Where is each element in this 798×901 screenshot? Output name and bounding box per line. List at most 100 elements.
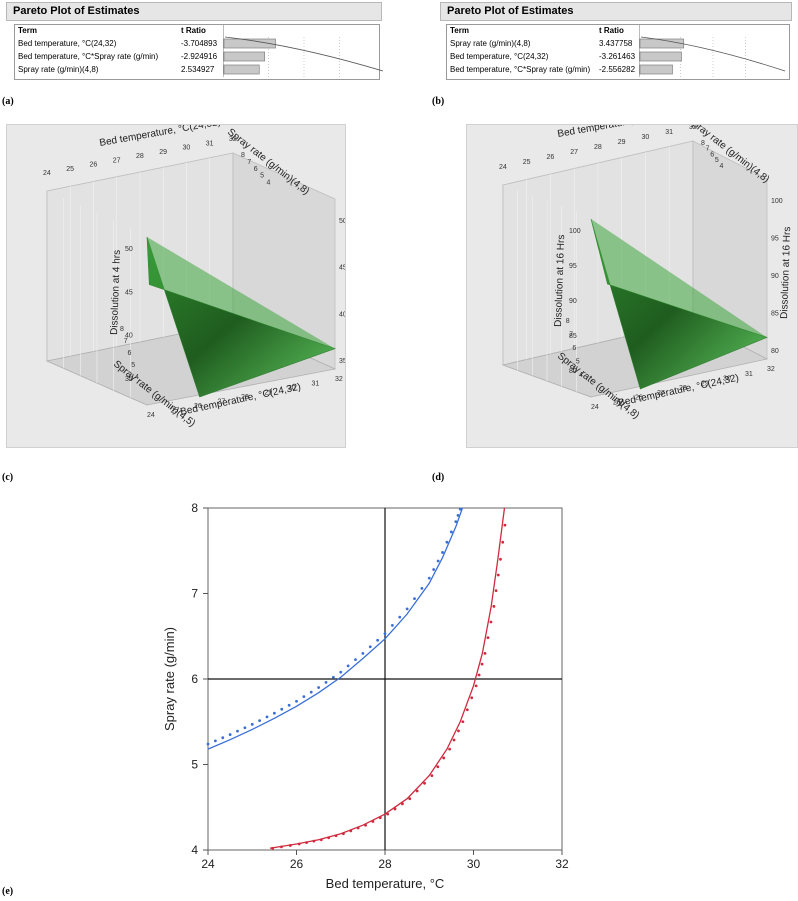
contour-point	[430, 774, 434, 778]
contour-point	[364, 823, 367, 827]
bottom-spray-tick-label: 5	[576, 359, 580, 366]
bottom-spray-tick-label: 8	[566, 318, 570, 325]
pareto-bars-b	[639, 25, 786, 77]
term-column-header: Term	[18, 26, 37, 35]
contour-point	[383, 632, 387, 636]
term-label: Bed temperature, °C(24,32)	[450, 52, 549, 61]
pareto-row-b-2: Bed temperature, °C*Spray rate (g/min) -…	[447, 64, 789, 76]
response-surface-highlight	[591, 219, 767, 338]
surface-plot-d-svg: 2425262728293031322425262728293031324567…	[499, 108, 793, 422]
right-z-tick-label: 40	[339, 311, 345, 318]
contour-point	[489, 620, 493, 624]
contour-point	[271, 846, 275, 850]
contour-point	[295, 699, 298, 703]
top-temp-axis-title: Bed temperature, °C(24,32)	[99, 125, 222, 149]
pareto-row-a-1: Bed temperature, °C*Spray rate (g/min) -…	[15, 51, 379, 63]
contour-point	[420, 586, 424, 590]
t-ratio-value: 3.437758	[599, 39, 633, 48]
right-z-tick-label: 45	[339, 265, 345, 272]
t-ratio-value: 2.534927	[181, 65, 215, 74]
contour-point	[368, 645, 372, 649]
contour-point	[461, 720, 465, 724]
contour-point	[346, 664, 350, 668]
y-axis-title: Spray rate (g/min)	[162, 627, 177, 731]
bottom-spray-tick-label: 4	[135, 374, 139, 381]
top-temp-tick-label: 28	[136, 153, 144, 160]
pareto-bar	[223, 64, 260, 75]
bottom-temp-tick-label: 32	[767, 366, 775, 373]
term-label: Bed temperature, °C*Spray rate (g/min)	[18, 52, 159, 61]
pareto-header-row-a: Term t Ratio	[15, 25, 379, 37]
top-spray-tick-label: 7	[247, 159, 251, 166]
right-z-tick-label: 90	[771, 273, 779, 280]
contour-point	[354, 658, 357, 662]
contour-point	[393, 807, 397, 811]
contour-point	[408, 797, 412, 801]
contour-point	[401, 802, 404, 806]
right-z-tick-label: 95	[771, 236, 779, 243]
bottom-temp-tick-label: 26	[194, 403, 202, 410]
pareto-bars-a	[223, 25, 384, 77]
x-tick-label: 24	[201, 857, 215, 871]
contour-point	[405, 607, 409, 611]
top-temp-tick-label: 31	[206, 140, 214, 147]
contour-point	[361, 651, 365, 655]
x-tick-label: 30	[467, 857, 481, 871]
surface-plot-c-svg: 2425262728293031322425262728293031324567…	[43, 117, 361, 430]
contour-point	[458, 507, 462, 511]
bottom-temp-tick-label: 24	[147, 412, 155, 419]
contour-point	[378, 816, 382, 820]
right-z-tick-label: 100	[771, 198, 783, 205]
contour-line-1	[269, 507, 506, 849]
contour-point	[477, 673, 481, 677]
contour-point	[371, 820, 375, 823]
left-z-axis-title: Dissolution at 4 hrs	[109, 250, 123, 335]
pareto-bar	[223, 38, 276, 49]
contour-point	[386, 812, 390, 816]
x-tick-label: 28	[378, 857, 392, 871]
top-temp-tick-label: 30	[642, 134, 650, 141]
panel-label-d: (d)	[432, 472, 445, 483]
contour-point	[288, 844, 292, 847]
top-temp-axis-title: Bed temperature, °C(24,32)	[557, 125, 680, 140]
pareto-bar	[223, 51, 266, 62]
y-tick-label: 8	[191, 501, 198, 515]
t-ratio-value: -2.556282	[599, 65, 636, 74]
contour-point	[309, 690, 313, 694]
contour-point	[452, 738, 456, 742]
left-z-tick-label: 100	[569, 228, 581, 235]
contour-point	[305, 841, 308, 844]
top-temp-tick-label: 26	[547, 154, 555, 161]
left-z-tick-label: 80	[569, 368, 577, 375]
pareto-row-b-1: Bed temperature, °C(24,32) -3.261463	[447, 51, 789, 63]
t-ratio-column-header: t Ratio	[181, 26, 206, 35]
contour-point	[501, 540, 505, 544]
contour-point	[449, 530, 453, 534]
contour-point	[448, 747, 452, 751]
top-spray-tick-label: 7	[706, 146, 710, 153]
contour-point	[317, 686, 321, 689]
bottom-temp-tick-label: 24	[591, 404, 599, 411]
bottom-temp-tick-label: 31	[312, 381, 320, 388]
top-temp-tick-label: 27	[113, 157, 121, 164]
left-z-tick-label: 45	[125, 289, 133, 296]
pareto-bar	[639, 64, 673, 75]
pareto-title-a: Pareto Plot of Estimates	[6, 2, 382, 21]
t-ratio-column-header: t Ratio	[599, 26, 624, 35]
contour-point	[442, 756, 446, 760]
pareto-bar	[639, 38, 685, 49]
contour-point	[206, 742, 210, 746]
bottom-temp-tick-label: 25	[171, 408, 179, 415]
contour-line-chart: 24 26 28 30 32 4 5 6 7 8 Bed temperature, °C Spray …	[160, 498, 580, 896]
pareto-title-b: Pareto Plot of Estimates	[440, 2, 792, 21]
contour-point	[465, 708, 469, 712]
bottom-spray-tick-label: 5	[131, 362, 135, 369]
top-temp-tick-label: 25	[523, 159, 531, 166]
top-temp-tick-label: 29	[159, 149, 167, 156]
bottom-temp-tick-label: 30	[288, 385, 296, 392]
right-z-tick-label: 50	[339, 218, 345, 225]
t-ratio-value: -2.924916	[181, 52, 218, 61]
y-tick-label: 7	[191, 587, 198, 601]
contour-point	[272, 711, 276, 715]
left-z-tick-label: 95	[569, 263, 577, 270]
